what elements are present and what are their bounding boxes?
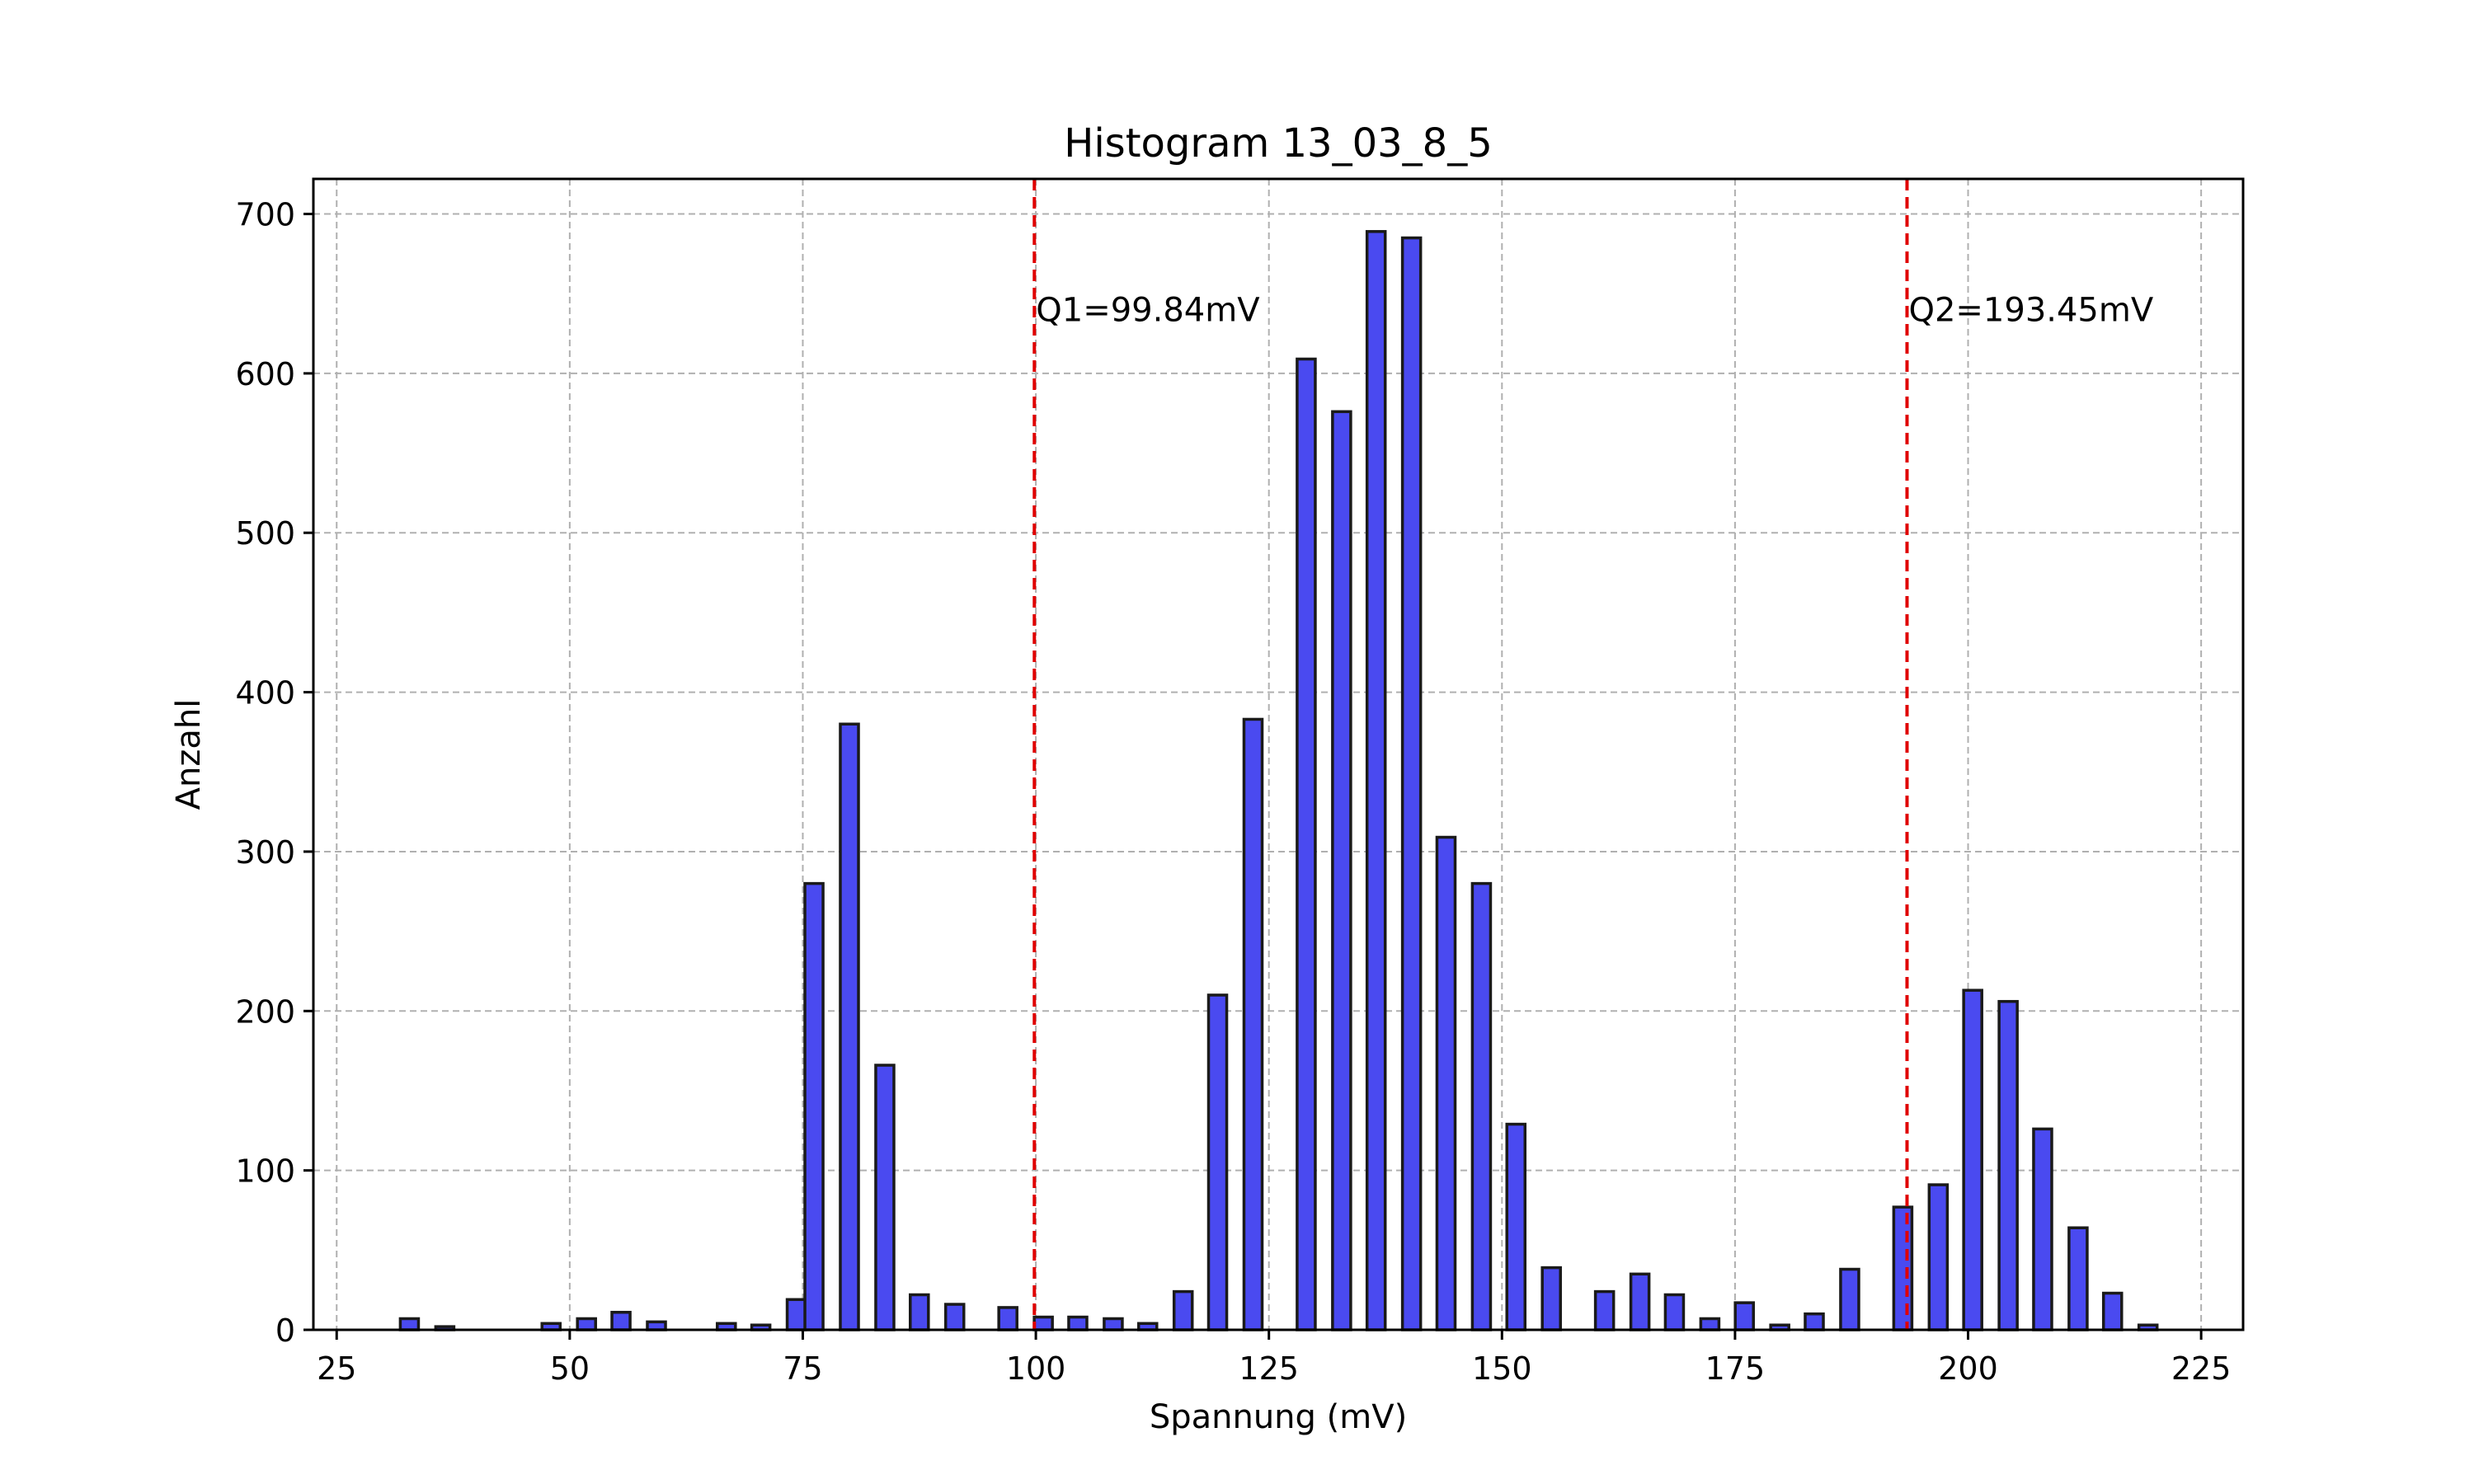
x-axis-label: Spannung (mV) (1150, 1398, 1407, 1436)
histogram-bar (1296, 357, 1317, 1331)
histogram-bar (1540, 1266, 1562, 1331)
bar-layer (398, 230, 2159, 1331)
histogram-bar (943, 1303, 966, 1331)
x-tick-label: 75 (783, 1350, 822, 1387)
histogram-bar (2067, 1226, 2089, 1331)
histogram-bar (1242, 717, 1264, 1331)
y-tick-label: 300 (235, 834, 295, 871)
histogram-bar (1172, 1289, 1194, 1331)
x-tick-label: 200 (1938, 1350, 1998, 1387)
y-tick-label: 600 (235, 356, 295, 392)
histogram-bar (1892, 1205, 1914, 1331)
x-tick-label: 225 (2171, 1350, 2232, 1387)
histogram-bar (2032, 1127, 2053, 1331)
histogram-bar (1839, 1267, 1860, 1331)
grid-layer (313, 179, 2243, 1331)
histogram-bar (909, 1293, 930, 1331)
tick-layer: 25 50 75 100 125 150 175 200 225 0 100 200 300 400 500… (235, 197, 2231, 1387)
histogram-bar (576, 1317, 597, 1331)
x-tick-label: 25 (317, 1350, 356, 1387)
histogram-bar (803, 881, 825, 1331)
histogram-bar (1663, 1293, 1686, 1331)
histogram-bar (874, 1064, 896, 1331)
histogram-bar (1400, 236, 1423, 1331)
histogram-bar (1962, 989, 1983, 1331)
y-axis-label: Anzahl (170, 699, 208, 810)
y-tick-label: 700 (235, 197, 295, 233)
histogram-bar (1435, 835, 1457, 1331)
x-tick-label: 150 (1472, 1350, 1532, 1387)
y-tick-label: 400 (235, 675, 295, 711)
histogram-bar (610, 1310, 632, 1331)
chart-title: Histogram 13_03_8_5 (1064, 120, 1493, 167)
histogram-bar (1365, 230, 1387, 1331)
y-tick-label: 500 (235, 515, 295, 552)
histogram-bar (1331, 410, 1352, 1331)
histogram-bar (398, 1317, 421, 1331)
histogram-bar (839, 722, 860, 1331)
histogram-bar (1103, 1317, 1124, 1331)
quantile-label: Q1=99.84mV (1036, 292, 1260, 330)
histogram-bar (2101, 1291, 2124, 1331)
histogram-bar (997, 1306, 1018, 1331)
histogram-bar (1505, 1122, 1527, 1331)
histogram-bar (785, 1298, 807, 1331)
histogram-bar (1927, 1183, 1950, 1331)
quantile-label: Q2=193.45mV (1908, 292, 2153, 330)
y-tick-label: 100 (235, 1153, 295, 1190)
histogram-bar (1629, 1272, 1651, 1331)
x-tick-label: 175 (1705, 1350, 1766, 1387)
histogram-bar (1206, 993, 1229, 1331)
histogram-bar (1593, 1289, 1616, 1331)
y-tick-label: 200 (235, 993, 295, 1030)
histogram-bar (1733, 1301, 1755, 1331)
histogram-bar (1470, 881, 1493, 1331)
histogram-bar (1804, 1312, 1825, 1331)
annotation-layer: Q1=99.84mV Q2=193.45mV (1032, 179, 2154, 1330)
histogram-bar (1997, 999, 2019, 1331)
y-tick-label: 0 (275, 1313, 295, 1349)
plot-frame (312, 177, 2245, 1331)
x-tick-label: 125 (1239, 1350, 1299, 1387)
histogram-bar (1032, 1315, 1054, 1331)
x-tick-label: 50 (550, 1350, 590, 1387)
x-tick-label: 100 (1006, 1350, 1066, 1387)
histogram-bar (1067, 1315, 1089, 1331)
histogram-bar (1699, 1317, 1721, 1331)
